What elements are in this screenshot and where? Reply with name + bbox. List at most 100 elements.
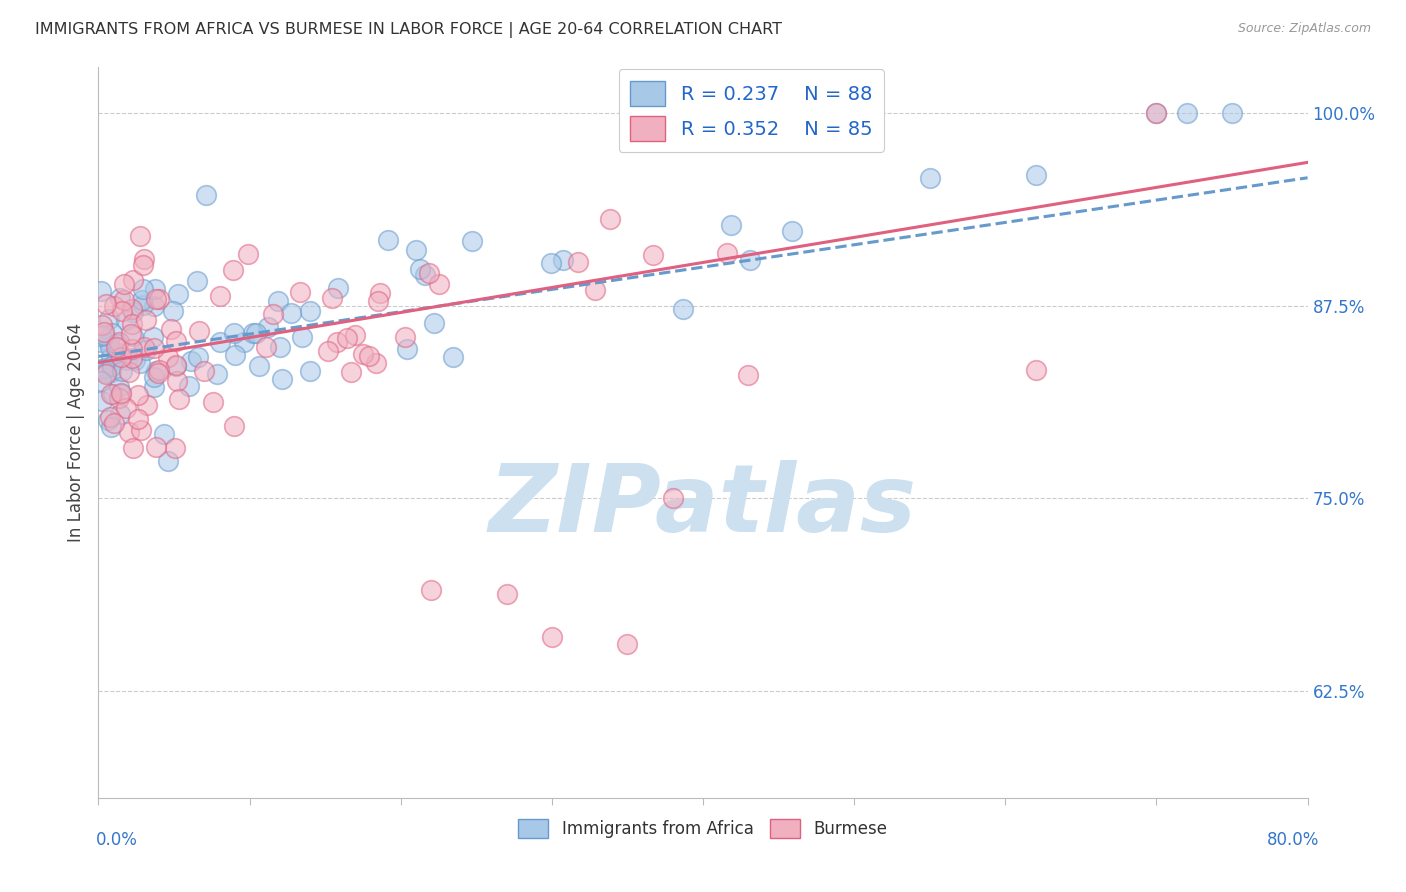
Point — [340, 365, 363, 379]
Point — [427, 277, 450, 292]
Point — [270, 372, 292, 386]
Point — [165, 334, 187, 349]
Point — [291, 330, 314, 344]
Point — [100, 365, 122, 379]
Point — [222, 263, 245, 277]
Point — [132, 298, 155, 312]
Point — [409, 262, 432, 277]
Point — [143, 299, 166, 313]
Point — [100, 387, 122, 401]
Point — [222, 419, 245, 434]
Point — [134, 340, 156, 354]
Point — [145, 440, 167, 454]
Point — [205, 367, 228, 381]
Point — [208, 334, 231, 349]
Point — [232, 335, 254, 350]
Point — [121, 442, 143, 456]
Point — [336, 331, 359, 345]
Point — [180, 354, 202, 368]
Point — [97, 335, 120, 350]
Point — [716, 245, 738, 260]
Point — [242, 326, 264, 341]
Point — [540, 256, 562, 270]
Point — [98, 409, 121, 424]
Point — [132, 258, 155, 272]
Point — [1220, 106, 1243, 120]
Point — [420, 583, 443, 598]
Point — [110, 291, 132, 305]
Point — [108, 334, 131, 349]
Point — [1144, 106, 1167, 120]
Point — [188, 324, 211, 338]
Point — [128, 356, 150, 370]
Point — [91, 318, 114, 332]
Point — [209, 288, 232, 302]
Point — [94, 297, 117, 311]
Point — [127, 387, 149, 401]
Point — [177, 379, 200, 393]
Point — [100, 419, 122, 434]
Point — [1175, 106, 1198, 120]
Point — [93, 361, 115, 376]
Point — [121, 317, 143, 331]
Point — [157, 453, 180, 467]
Point — [326, 334, 349, 349]
Point — [122, 329, 145, 343]
Point — [96, 412, 118, 426]
Point — [357, 349, 380, 363]
Point — [299, 303, 322, 318]
Point — [108, 345, 131, 359]
Point — [672, 302, 695, 317]
Point — [737, 368, 759, 382]
Point — [101, 326, 124, 340]
Point — [540, 630, 562, 644]
Point — [145, 292, 167, 306]
Point — [112, 277, 135, 291]
Point — [423, 316, 446, 330]
Point — [461, 234, 484, 248]
Point — [148, 293, 170, 307]
Point — [122, 273, 145, 287]
Point — [118, 365, 141, 379]
Point — [135, 343, 157, 358]
Point — [93, 325, 115, 339]
Point — [224, 348, 246, 362]
Point — [121, 305, 143, 319]
Point — [405, 243, 427, 257]
Point — [143, 282, 166, 296]
Point — [441, 350, 464, 364]
Point — [104, 340, 127, 354]
Point — [93, 328, 115, 343]
Point — [96, 367, 118, 381]
Point — [131, 293, 153, 307]
Point — [720, 219, 742, 233]
Point — [117, 425, 139, 439]
Point — [134, 252, 156, 266]
Point — [165, 359, 187, 374]
Point — [142, 380, 165, 394]
Point — [97, 311, 120, 326]
Point — [352, 347, 374, 361]
Point — [165, 441, 187, 455]
Point — [495, 586, 517, 600]
Point — [112, 293, 135, 308]
Point — [267, 293, 290, 308]
Point — [583, 283, 606, 297]
Point — [247, 359, 270, 373]
Point — [121, 351, 143, 366]
Point — [316, 343, 339, 358]
Point — [142, 369, 165, 384]
Point — [121, 301, 143, 316]
Point — [90, 285, 112, 299]
Point — [1144, 106, 1167, 120]
Text: 80.0%: 80.0% — [1267, 831, 1319, 849]
Point — [132, 282, 155, 296]
Point — [114, 401, 136, 416]
Point — [222, 326, 245, 340]
Point — [262, 307, 284, 321]
Point — [166, 374, 188, 388]
Point — [105, 337, 128, 351]
Point — [110, 385, 132, 400]
Point — [162, 304, 184, 318]
Point — [148, 363, 170, 377]
